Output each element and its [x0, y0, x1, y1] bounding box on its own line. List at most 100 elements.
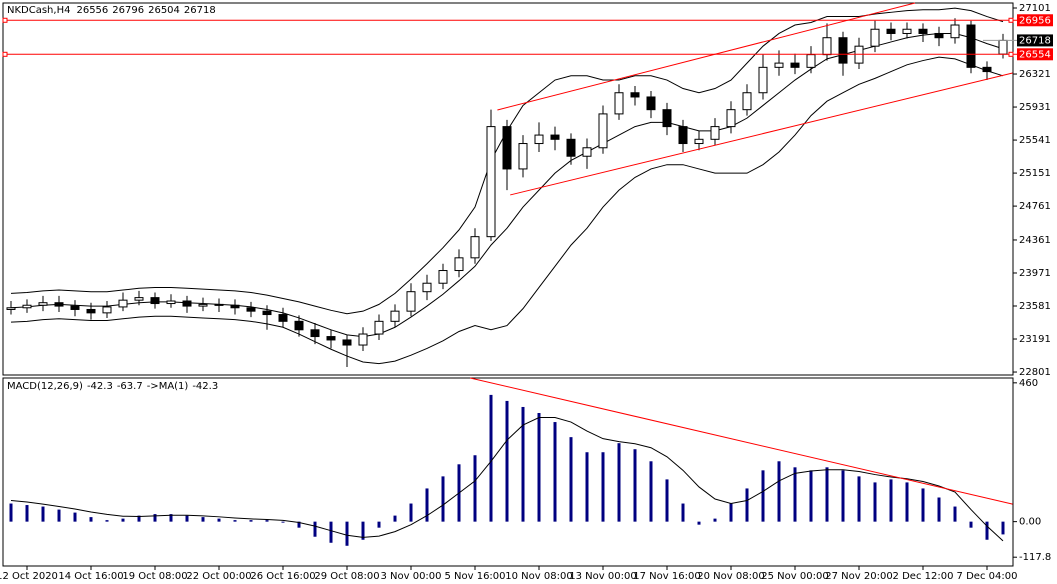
candle-body — [54, 302, 64, 307]
macd-bar — [937, 497, 941, 522]
y-tick-label: 27101 — [1019, 3, 1051, 14]
macd-bar — [377, 521, 381, 528]
macd-label: MACD(12,26,9) — [7, 381, 83, 392]
x-tick-label: 5 Nov 16:00 — [444, 571, 505, 582]
candle-body — [550, 134, 560, 140]
macd-bar — [569, 437, 573, 522]
macd-bar — [697, 521, 701, 525]
candle-body — [582, 147, 592, 157]
macd-bar — [169, 514, 173, 522]
candle-body — [246, 307, 256, 312]
candle-body — [934, 32, 944, 39]
x-tick-label: 7 Dec 04:00 — [957, 571, 1018, 582]
y-tick-label: 23581 — [1019, 301, 1051, 312]
candle-body — [278, 314, 288, 322]
macd-bar — [825, 467, 829, 522]
macd-bar — [841, 470, 845, 522]
candle-body — [742, 92, 752, 111]
x-tick-label: 10 Nov 08:00 — [505, 571, 572, 582]
band-lower — [10, 56, 1004, 365]
candle-body — [86, 308, 96, 314]
macd-bar — [953, 506, 957, 522]
candle-body — [166, 300, 176, 305]
y-tick-label: 23971 — [1019, 268, 1051, 279]
candle-body — [902, 28, 912, 34]
candle-body — [150, 297, 160, 305]
macd-bar — [505, 400, 509, 522]
candle-body — [982, 66, 992, 73]
candle-body — [918, 28, 928, 34]
candle-body — [662, 109, 672, 128]
macd-bar — [473, 455, 477, 522]
macd-bar — [185, 515, 189, 522]
candle-body — [262, 310, 272, 316]
trend-line — [497, 2, 916, 111]
candle-body — [630, 92, 640, 98]
macd-bar — [985, 521, 989, 540]
macd-bar — [649, 461, 653, 522]
candle-body — [374, 320, 384, 335]
price-label: 26956 — [1019, 15, 1051, 26]
candle-body — [950, 24, 960, 39]
h-line-anchor — [2, 51, 8, 57]
x-tick-label: 2 Dec 12:00 — [893, 571, 954, 582]
macd-bar — [393, 515, 397, 522]
macd-bar — [249, 520, 253, 522]
y-tick-label: 460 — [1019, 378, 1038, 389]
macd-bar — [745, 488, 749, 522]
macd-bar — [681, 503, 685, 522]
macd-value: -42.3 — [87, 381, 113, 392]
macd-pane — [2, 377, 1014, 567]
macd-bar — [921, 488, 925, 522]
macd-bar — [345, 521, 349, 546]
main-pane — [2, 2, 1014, 376]
x-tick-label: 14 Oct 16:00 — [58, 571, 123, 582]
candle-body — [38, 302, 48, 306]
candle-body — [486, 126, 496, 238]
macd-bar — [969, 521, 973, 528]
open-value: 26556 — [76, 5, 108, 16]
candle-body — [710, 126, 720, 140]
ma-label: ->MA(1) — [147, 381, 189, 392]
macd-bar — [521, 406, 525, 522]
signal-value: -63.7 — [117, 381, 143, 392]
candle-body — [598, 113, 608, 149]
macd-bar — [777, 461, 781, 522]
candle-body — [870, 28, 880, 47]
macd-bar — [361, 521, 365, 540]
candle-body — [406, 291, 416, 312]
macd-bar — [905, 482, 909, 522]
macd-bar — [137, 515, 141, 522]
macd-bar — [873, 482, 877, 522]
macd-bar — [793, 467, 797, 522]
price-box — [1017, 48, 1053, 61]
candle-body — [822, 37, 832, 56]
candle-body — [998, 39, 1008, 55]
candle-body — [118, 299, 128, 308]
x-tick-label: 12 Oct 2020 — [0, 571, 58, 582]
macd-bar — [233, 520, 237, 522]
h-line-anchor — [1008, 17, 1014, 23]
macd-bar — [409, 503, 413, 522]
candle-body — [790, 62, 800, 68]
candle-body — [422, 282, 432, 293]
candle-body — [310, 329, 320, 338]
h-line-anchor — [1008, 51, 1014, 57]
candle-body — [566, 138, 576, 157]
macd-bar — [665, 479, 669, 522]
candle-body — [6, 307, 16, 310]
y-tick-label: 24361 — [1019, 235, 1051, 246]
macd-bar — [553, 422, 557, 522]
macd-bar — [713, 518, 717, 522]
candle-body — [838, 37, 848, 64]
symbol: NKDCash,H4 — [7, 5, 70, 16]
macd-bar — [9, 503, 13, 522]
macd-bar — [617, 443, 621, 522]
x-tick-label: 26 Oct 16:00 — [250, 571, 315, 582]
macd-bar — [153, 514, 157, 522]
price-box — [1017, 34, 1053, 47]
low-value: 26504 — [148, 5, 180, 16]
ma-value: -42.3 — [192, 381, 218, 392]
